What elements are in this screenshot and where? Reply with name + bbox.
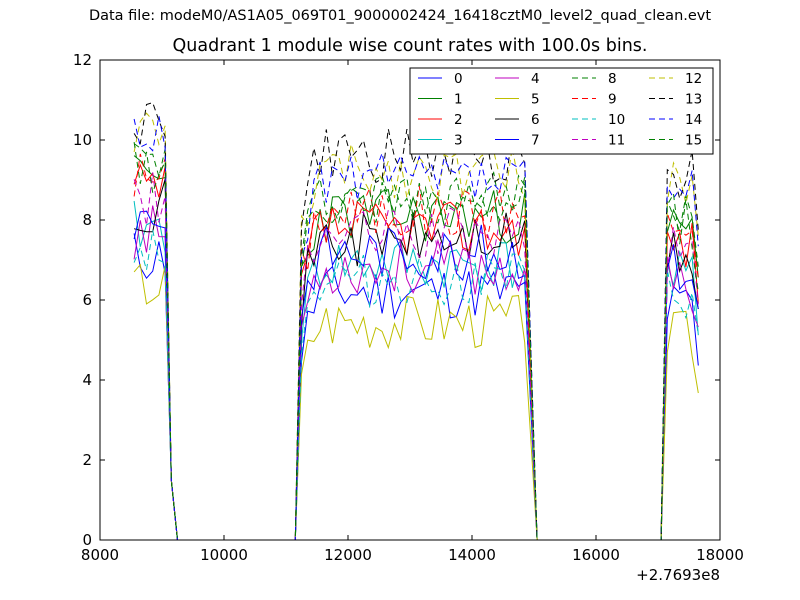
y-tick-label-0: 0 — [82, 531, 92, 549]
series-line-4 — [133, 205, 699, 541]
y-tick-label-2: 2 — [82, 451, 92, 469]
legend-label-11: 11 — [608, 133, 625, 149]
y-tick-label-4: 4 — [82, 371, 92, 389]
x-tick-label-12000: 12000 — [324, 546, 372, 564]
legend-label-5: 5 — [531, 92, 540, 108]
legend-label-2: 2 — [454, 112, 463, 128]
series-line-14 — [133, 116, 699, 541]
legend-label-8: 8 — [608, 71, 617, 87]
legend-label-3: 3 — [454, 133, 463, 149]
legend-label-9: 9 — [608, 92, 617, 108]
plot-lines — [133, 101, 699, 541]
legend-label-4: 4 — [531, 71, 540, 87]
legend-label-15: 15 — [685, 133, 702, 149]
series-line-10 — [133, 230, 699, 541]
series-line-5 — [133, 263, 699, 541]
series-line-13 — [133, 101, 699, 541]
legend-label-13: 13 — [685, 92, 702, 108]
series-line-6 — [133, 179, 699, 541]
x-tick-label-8000: 8000 — [81, 546, 119, 564]
series-line-15 — [133, 142, 699, 541]
legend-label-10: 10 — [608, 112, 625, 128]
series-line-0 — [133, 233, 699, 541]
y-tick-label-10: 10 — [73, 131, 92, 149]
series-line-12 — [133, 112, 699, 541]
series-line-3 — [133, 200, 699, 541]
y-tick-label-12: 12 — [73, 51, 92, 69]
series-line-2 — [133, 163, 699, 541]
chart-title: Quadrant 1 module wise count rates with … — [172, 36, 648, 56]
legend-label-7: 7 — [531, 133, 540, 149]
axes: 8000 10000 12000 14000 16000 18000024681012+2… — [73, 51, 744, 584]
legend-label-1: 1 — [454, 92, 463, 108]
x-tick-label-10000: 10000 — [200, 546, 248, 564]
legend-label-0: 0 — [454, 71, 463, 87]
data-file-suptitle: Data file: modeM0/AS1A05_069T01_90000024… — [88, 8, 712, 24]
x-tick-label-18000: 18000 — [696, 546, 744, 564]
y-tick-label-8: 8 — [82, 211, 92, 229]
x-offset-label: +2.7693e8 — [636, 566, 720, 584]
legend-label-6: 6 — [531, 112, 540, 128]
x-tick-label-14000: 14000 — [448, 546, 496, 564]
legend-label-12: 12 — [685, 71, 702, 87]
series-line-11 — [133, 172, 699, 541]
legend-label-14: 14 — [685, 112, 702, 128]
series-line-9 — [133, 153, 699, 541]
y-tick-label-6: 6 — [82, 291, 92, 309]
x-tick-label-16000: 16000 — [572, 546, 620, 564]
series-line-1 — [133, 155, 699, 541]
